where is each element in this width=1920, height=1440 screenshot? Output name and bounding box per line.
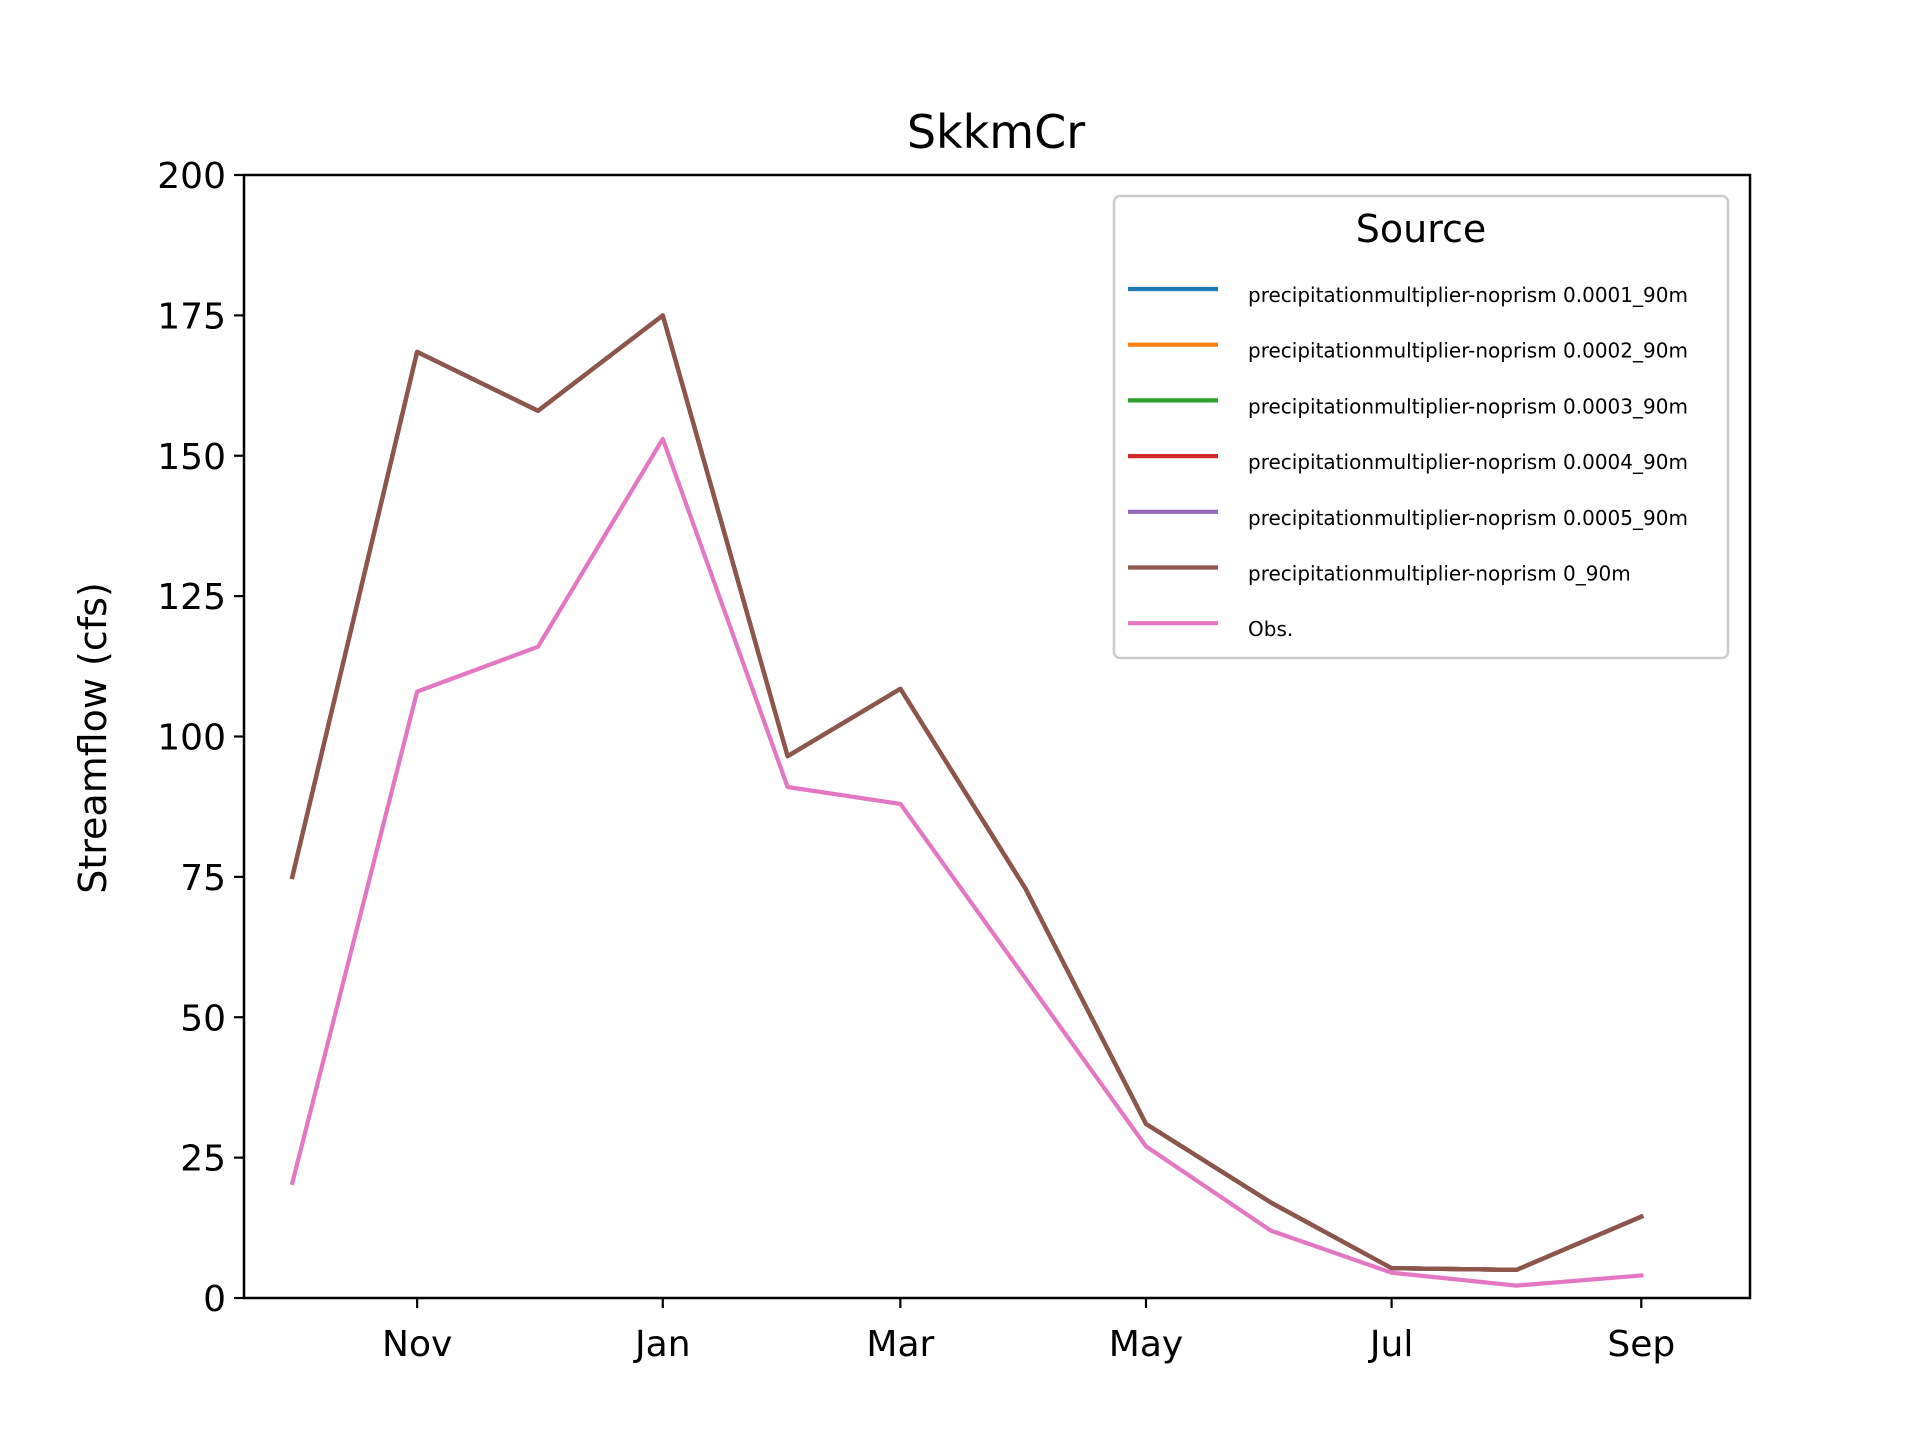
- x-tick-label: Sep: [1607, 1324, 1675, 1365]
- y-tick-label: 175: [157, 296, 226, 337]
- x-tick-label: Jan: [633, 1324, 691, 1365]
- y-tick-label: 50: [180, 998, 226, 1039]
- y-tick-label: 125: [157, 577, 226, 618]
- plot-area: 0 25 50 75 100 125 150 175 200 Nov Jan Mar May Jul Sep: [157, 156, 1675, 1365]
- y-tick-label: 75: [180, 858, 226, 899]
- plot-frame: [242, 173, 1752, 1300]
- legend-box: [1112, 194, 1730, 660]
- y-tick-label: 200: [157, 156, 226, 197]
- legend-label: Obs.: [1248, 617, 1293, 641]
- x-tick-label: May: [1109, 1324, 1183, 1365]
- series-line-5: [289, 313, 1645, 1273]
- legend-label: precipitationmultiplier-noprism 0.0002_9…: [1248, 339, 1688, 363]
- legend-label: precipitationmultiplier-noprism 0_90m: [1248, 562, 1631, 586]
- y-axis-label: Streamflow (cfs): [71, 582, 115, 894]
- chart-title: SkkmCr: [907, 105, 1085, 159]
- y-tick-label: 0: [203, 1279, 226, 1320]
- y-tick-label: 25: [180, 1139, 226, 1180]
- legend-title: Source: [1356, 207, 1487, 251]
- legend-label: precipitationmultiplier-noprism 0.0004_9…: [1248, 450, 1688, 474]
- x-tick-label: Mar: [866, 1324, 934, 1365]
- legend-entries: precipitationmultiplier-noprism 0.0001_9…: [1128, 283, 1688, 641]
- legend-label: precipitationmultiplier-noprism 0.0005_9…: [1248, 506, 1688, 530]
- y-tick-label: 100: [157, 718, 226, 759]
- legend: Source precipitationmultiplier-noprism 0…: [1112, 194, 1730, 660]
- y-tick-label: 150: [157, 437, 226, 478]
- series-line-6: [289, 436, 1644, 1288]
- x-tick-label: Jul: [1368, 1324, 1413, 1365]
- legend-label: precipitationmultiplier-noprism 0.0003_9…: [1248, 394, 1688, 418]
- legend-label: precipitationmultiplier-noprism 0.0001_9…: [1248, 283, 1688, 307]
- x-tick-label: Nov: [382, 1324, 452, 1365]
